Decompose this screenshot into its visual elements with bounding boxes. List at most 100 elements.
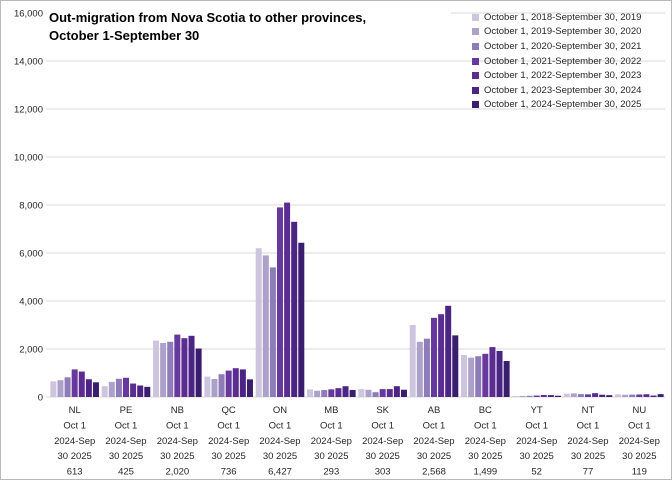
bar-ON-series3 (269, 267, 276, 397)
bar-PE-series2 (108, 381, 115, 397)
bar-ON-series5 (284, 202, 291, 397)
bar-BC-series4 (482, 353, 489, 397)
legend-label: October 1, 2023-September 30, 2024 (484, 84, 642, 96)
bar-BC-series1 (461, 355, 468, 397)
bar-AB-series1 (409, 325, 416, 397)
bar-AB-series6 (445, 305, 452, 397)
legend-label: October 1, 2022-September 30, 2023 (484, 70, 642, 82)
bar-ON-series7 (298, 242, 305, 397)
bar-SK-series2 (365, 389, 372, 397)
bar-NL-series6 (85, 379, 92, 397)
legend-swatch-icon (472, 13, 479, 21)
bar-ON-series4 (277, 207, 283, 397)
y-axis-tick-label: 16,000 (14, 9, 43, 20)
bar-SK-series5 (386, 389, 393, 397)
legend-label: October 1, 2024-September 30, 2025 (484, 99, 642, 111)
bar-QC-series1 (204, 376, 211, 397)
bar-YT-series5 (540, 394, 547, 397)
x-axis-label-NT: NT Oct 1 2024-Sep 30 2025 77 (567, 405, 608, 478)
bar-QC-series7 (246, 379, 253, 397)
chart-title: Out-migration from Nova Scotia to other … (47, 8, 451, 46)
bar-NL-series5 (78, 371, 85, 397)
bar-NT-series5 (592, 393, 599, 397)
y-axis-tick-label: 10,000 (14, 153, 43, 164)
bar-NL-series7 (92, 382, 99, 397)
bar-QC-series3 (218, 374, 225, 397)
bar-NU-series2 (622, 394, 629, 397)
bar-NT-series3 (577, 394, 584, 397)
bar-MB-series7 (349, 389, 356, 397)
x-axis-label-SK: SK Oct 1 2024-Sep 30 2025 303 (362, 405, 403, 478)
y-axis-tick-label: 2,000 (19, 345, 43, 356)
bar-YT-series4 (533, 395, 540, 397)
bar-YT-series1 (512, 396, 519, 397)
legend-swatch-icon (472, 28, 479, 36)
bar-AB-series7 (452, 335, 459, 397)
bar-SK-series4 (379, 389, 386, 397)
bar-YT-series3 (526, 395, 533, 397)
bar-QC-series2 (211, 379, 218, 397)
y-axis-tick-label: 14,000 (14, 57, 43, 68)
x-axis-label-PE: PE Oct 1 2024-Sep 30 2025 425 (105, 405, 146, 478)
bar-NU-series5 (643, 394, 650, 397)
legend-item-2: October 1, 2019-September 30, 2020 (472, 25, 668, 40)
bar-BC-series2 (468, 357, 475, 397)
bar-SK-series7 (400, 389, 407, 397)
bar-MB-series5 (335, 388, 342, 397)
bar-BC-series6 (496, 350, 503, 397)
bar-NU-series1 (615, 394, 622, 397)
bar-NU-series3 (629, 394, 636, 397)
bar-NT-series4 (585, 394, 591, 397)
bar-ON-series1 (255, 248, 262, 397)
bar-PE-series1 (101, 386, 108, 397)
bar-NT-series2 (570, 393, 577, 397)
y-axis-tick-label: 6,000 (19, 249, 43, 260)
y-axis-tick-label: 0 (38, 393, 43, 404)
bar-NL-series4 (71, 369, 78, 397)
legend-item-1: October 1, 2018-September 30, 2019 (472, 10, 668, 25)
bar-NU-series4 (636, 394, 643, 397)
bar-PE-series7 (144, 386, 151, 397)
bar-AB-series5 (438, 314, 445, 397)
chart-title-line1: Out-migration from Nova Scotia to other … (49, 10, 367, 25)
bar-QC-series6 (239, 369, 246, 397)
bar-NB-series3 (167, 341, 174, 397)
x-axis-label-AB: AB Oct 1 2024-Sep 30 2025 2,568 (413, 405, 454, 478)
legend-swatch-icon (472, 42, 479, 50)
legend: October 1, 2018-September 30, 2019 Octobe… (472, 10, 668, 112)
bar-SK-series6 (393, 386, 400, 397)
legend-swatch-icon (472, 86, 479, 94)
legend-item-6: October 1, 2023-September 30, 2024 (472, 83, 668, 98)
legend-swatch-icon (472, 72, 479, 80)
x-axis-label-MB: MB Oct 1 2024-Sep 30 2025 293 (311, 405, 352, 478)
bar-YT-series2 (519, 395, 526, 397)
x-axis-label-NU: NU Oct 1 2024-Sep 30 2025 119 (619, 405, 660, 478)
bar-MB-series2 (314, 390, 321, 397)
legend-item-4: October 1, 2021-September 30, 2022 (472, 54, 668, 69)
legend-label: October 1, 2018-September 30, 2019 (484, 11, 642, 23)
x-axis-label-NB: NB Oct 1 2024-Sep 30 2025 2,020 (157, 405, 198, 478)
bar-NB-series2 (160, 343, 167, 397)
bar-YT-series6 (547, 395, 554, 397)
x-axis-label-QC: QC Oct 1 2024-Sep 30 2025 736 (208, 405, 249, 478)
bar-ON-series2 (262, 255, 269, 397)
bar-NB-series6 (188, 335, 195, 397)
bar-MB-series4 (328, 389, 335, 397)
bar-NB-series7 (195, 348, 202, 397)
bar-NT-series7 (606, 395, 613, 397)
bar-AB-series2 (416, 341, 423, 397)
y-axis-tick-label: 12,000 (14, 105, 43, 116)
bar-PE-series3 (115, 378, 122, 397)
bar-ON-series6 (291, 221, 298, 397)
bar-MB-series1 (307, 389, 314, 397)
bar-AB-series3 (423, 338, 430, 397)
bar-PE-series4 (123, 377, 129, 397)
legend-item-3: October 1, 2020-September 30, 2021 (472, 39, 668, 54)
legend-label: October 1, 2019-September 30, 2020 (484, 26, 642, 38)
bar-SK-series1 (358, 389, 365, 397)
bar-NU-series6 (650, 395, 657, 397)
legend-item-7: October 1, 2024-September 30, 2025 (472, 98, 668, 113)
y-axis-tick-label: 8,000 (19, 201, 43, 212)
bar-QC-series5 (232, 368, 239, 397)
